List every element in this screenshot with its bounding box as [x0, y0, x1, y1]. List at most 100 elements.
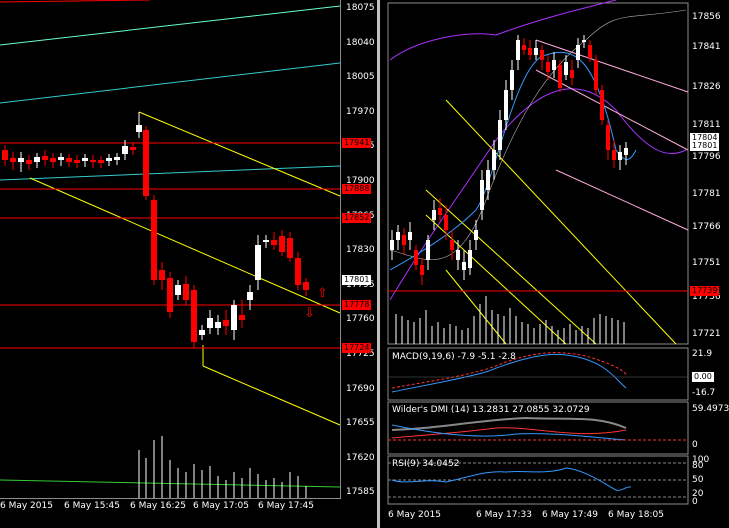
left-price-tag: 17852 [342, 213, 372, 223]
candle-body [462, 262, 466, 270]
left-price-tick: 18075 [346, 3, 375, 13]
candle-body [263, 240, 269, 242]
candle-body [58, 157, 64, 160]
candle-body [390, 240, 394, 250]
left-price-tick: 18005 [346, 72, 375, 83]
candle-body [516, 40, 520, 60]
candle-body [408, 232, 412, 240]
candle-body [82, 158, 88, 161]
candle-body [287, 238, 293, 258]
dmi-scale-bottom: 0 [692, 440, 698, 450]
left-scroll-strip [0, 510, 377, 528]
candle-body [130, 147, 136, 150]
candle-body [66, 158, 72, 162]
candle-body [444, 215, 448, 230]
left-price-tick: 17655 [346, 418, 375, 429]
right-time-tick: 6 May 2015 [388, 510, 441, 520]
candle-body [432, 210, 436, 220]
candle-body [239, 315, 245, 320]
candle-body [231, 305, 237, 330]
left-chart-canvas [0, 0, 341, 498]
right-price-tick: 17826 [692, 82, 721, 92]
candle-body [18, 158, 24, 162]
right-price-tick: 17736 [692, 292, 721, 302]
macd-scale-zero: 0.00 [692, 372, 714, 382]
left-price-tag: 17778 [342, 300, 372, 310]
right-price-tag: 17801 [690, 141, 720, 151]
candle-body [10, 158, 16, 162]
candle-body [223, 320, 229, 326]
candle-body [492, 150, 496, 170]
right-price-tick: 17811 [692, 120, 721, 130]
left-price-tick: 17585 [346, 487, 375, 498]
candle-body [199, 330, 205, 335]
left-chart-panel[interactable]: 1807518040180051797017935179001786517830… [0, 0, 376, 510]
rsi-scale-80: 80 [692, 461, 704, 471]
candle-body [564, 62, 568, 75]
candle-body [90, 160, 96, 162]
candle-body [600, 90, 604, 120]
left-price-tag: 17724 [342, 343, 372, 353]
candle-body [143, 130, 149, 196]
candle-body [468, 250, 472, 268]
candle-body [106, 158, 112, 161]
candle-body [480, 180, 484, 210]
candle-body [2, 150, 8, 160]
candle-body [438, 208, 442, 215]
candle-body [151, 200, 157, 280]
right-chart-canvas [387, 0, 689, 505]
candle-body [303, 282, 309, 290]
chart-splitter[interactable] [377, 0, 380, 528]
candle-body [558, 65, 562, 88]
candle-body [183, 284, 189, 300]
candle-body [594, 60, 598, 90]
left-time-tick: 6 May 15:45 [64, 501, 120, 510]
candle-body [279, 236, 285, 252]
candle-body [504, 90, 508, 120]
candle-body [271, 240, 277, 245]
candle-body [42, 156, 48, 160]
candle-body [510, 70, 514, 90]
right-price-tick: 17766 [692, 222, 721, 232]
left-price-tick: 17970 [346, 106, 375, 117]
candle-body [498, 120, 502, 150]
right-chart-panel[interactable]: 17856 17841 17826 17811 17796 17781 17766 17751… [386, 0, 729, 528]
left-time-tick: 6 May 17:45 [258, 501, 314, 510]
candle-body [402, 235, 406, 245]
left-time-tick: 6 May 16:25 [130, 501, 186, 510]
candle-body [570, 70, 574, 78]
right-time-tick: 6 May 18:05 [608, 510, 664, 520]
left-price-tag: 17941 [342, 138, 372, 148]
candle-body [26, 160, 32, 164]
rsi-scale-50: 50 [692, 475, 704, 485]
candle-body [486, 170, 490, 190]
rsi-scale-20: 20 [692, 489, 704, 499]
left-price-tick: 17900 [346, 176, 375, 186]
left-price-tick: 17830 [346, 245, 375, 256]
arrow-up-icon: ⇧ [317, 286, 328, 301]
left-price-tick: 17620 [346, 452, 375, 463]
candle-body [255, 245, 261, 280]
candle-body [215, 322, 221, 328]
macd-scale-bottom: -16.7 [692, 388, 716, 398]
candle-body [136, 125, 142, 132]
candle-body [74, 160, 80, 163]
candle-body [50, 158, 56, 162]
rsi-scale-0: 0 [692, 497, 698, 507]
right-price-tick: 17841 [692, 42, 721, 52]
candle-body [552, 60, 556, 70]
candle-body [534, 48, 538, 55]
candle-body [34, 157, 40, 162]
left-candles [2, 112, 309, 348]
right-price-tick: 17751 [692, 258, 721, 268]
candle-body [420, 265, 424, 275]
candle-body [450, 240, 454, 250]
candle-body [474, 230, 478, 240]
left-price-tick: 17690 [346, 383, 375, 394]
candle-body [114, 157, 120, 160]
candle-body [522, 45, 526, 50]
left-time-tick: 6 May 2015 [0, 501, 53, 510]
macd-scale-top: 21.9 [692, 349, 713, 359]
dmi-label: Wilder's DMI (14) 13.2831 27.0855 32.072… [392, 405, 590, 415]
candle-body [191, 290, 197, 342]
